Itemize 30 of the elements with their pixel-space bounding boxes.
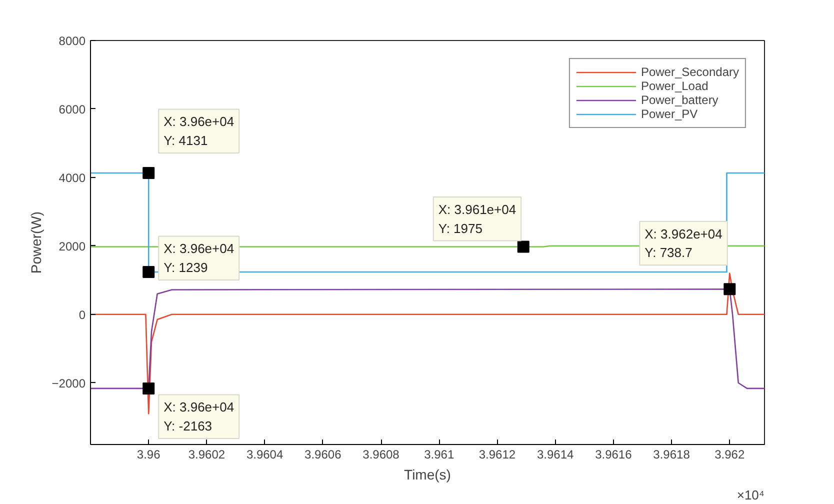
annotation: X: 3.962e+04 Y: 738.7 bbox=[644, 226, 722, 260]
text: ×10⁴ bbox=[736, 488, 765, 502]
y-axis-title: Power(W) bbox=[28, 211, 44, 274]
y-tick-label: −2000 bbox=[52, 376, 86, 390]
x-tick-label: 3.9616 bbox=[595, 448, 632, 462]
y-tick-label: 0 bbox=[78, 308, 86, 322]
x-tick-label: 3.9618 bbox=[653, 448, 690, 462]
x-tick-label: 3.961 bbox=[424, 448, 454, 462]
x-tick-label: 3.96 bbox=[136, 448, 161, 462]
y-tick-label: 6000 bbox=[58, 102, 86, 116]
annotation: X: 3.961e+04 Y: 1975 bbox=[438, 202, 516, 236]
annotation: X: 3.96e+04 Y: 1239 bbox=[164, 241, 234, 275]
y-tick-label: 8000 bbox=[58, 34, 86, 48]
x-tick-label: 3.9602 bbox=[188, 448, 226, 462]
legend-label: Power_PV bbox=[640, 107, 698, 121]
x-tick-label: 3.962 bbox=[714, 448, 745, 462]
y-tick-label: 2000 bbox=[58, 239, 86, 254]
x-tick-label: 3.9614 bbox=[536, 448, 574, 462]
annotation: X: 3.96e+04 Y: -2163 bbox=[164, 400, 234, 434]
annotation: X: 3.96e+04 Y: 4131 bbox=[164, 114, 234, 148]
legend-label: Power_battery bbox=[640, 93, 718, 107]
x-tick-label: 3.9608 bbox=[362, 448, 400, 462]
x-tick-label: 3.9606 bbox=[304, 448, 342, 462]
legend-label: Power_Secondary bbox=[640, 65, 739, 79]
x-tick-label: 3.9612 bbox=[478, 448, 516, 462]
x-tick-label: 3.9604 bbox=[246, 448, 284, 462]
legend-label: Power_Load bbox=[640, 79, 708, 93]
line-series bbox=[90, 272, 764, 414]
x-axis-title: Time(s) bbox=[404, 466, 451, 482]
y-tick-label: 4000 bbox=[58, 170, 86, 185]
